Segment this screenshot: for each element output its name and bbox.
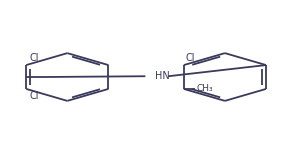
Text: Cl: Cl [29, 53, 39, 63]
Text: Cl: Cl [29, 91, 39, 101]
Text: Cl: Cl [185, 53, 195, 63]
Text: CH₃: CH₃ [196, 84, 213, 93]
Text: HN: HN [155, 71, 169, 81]
